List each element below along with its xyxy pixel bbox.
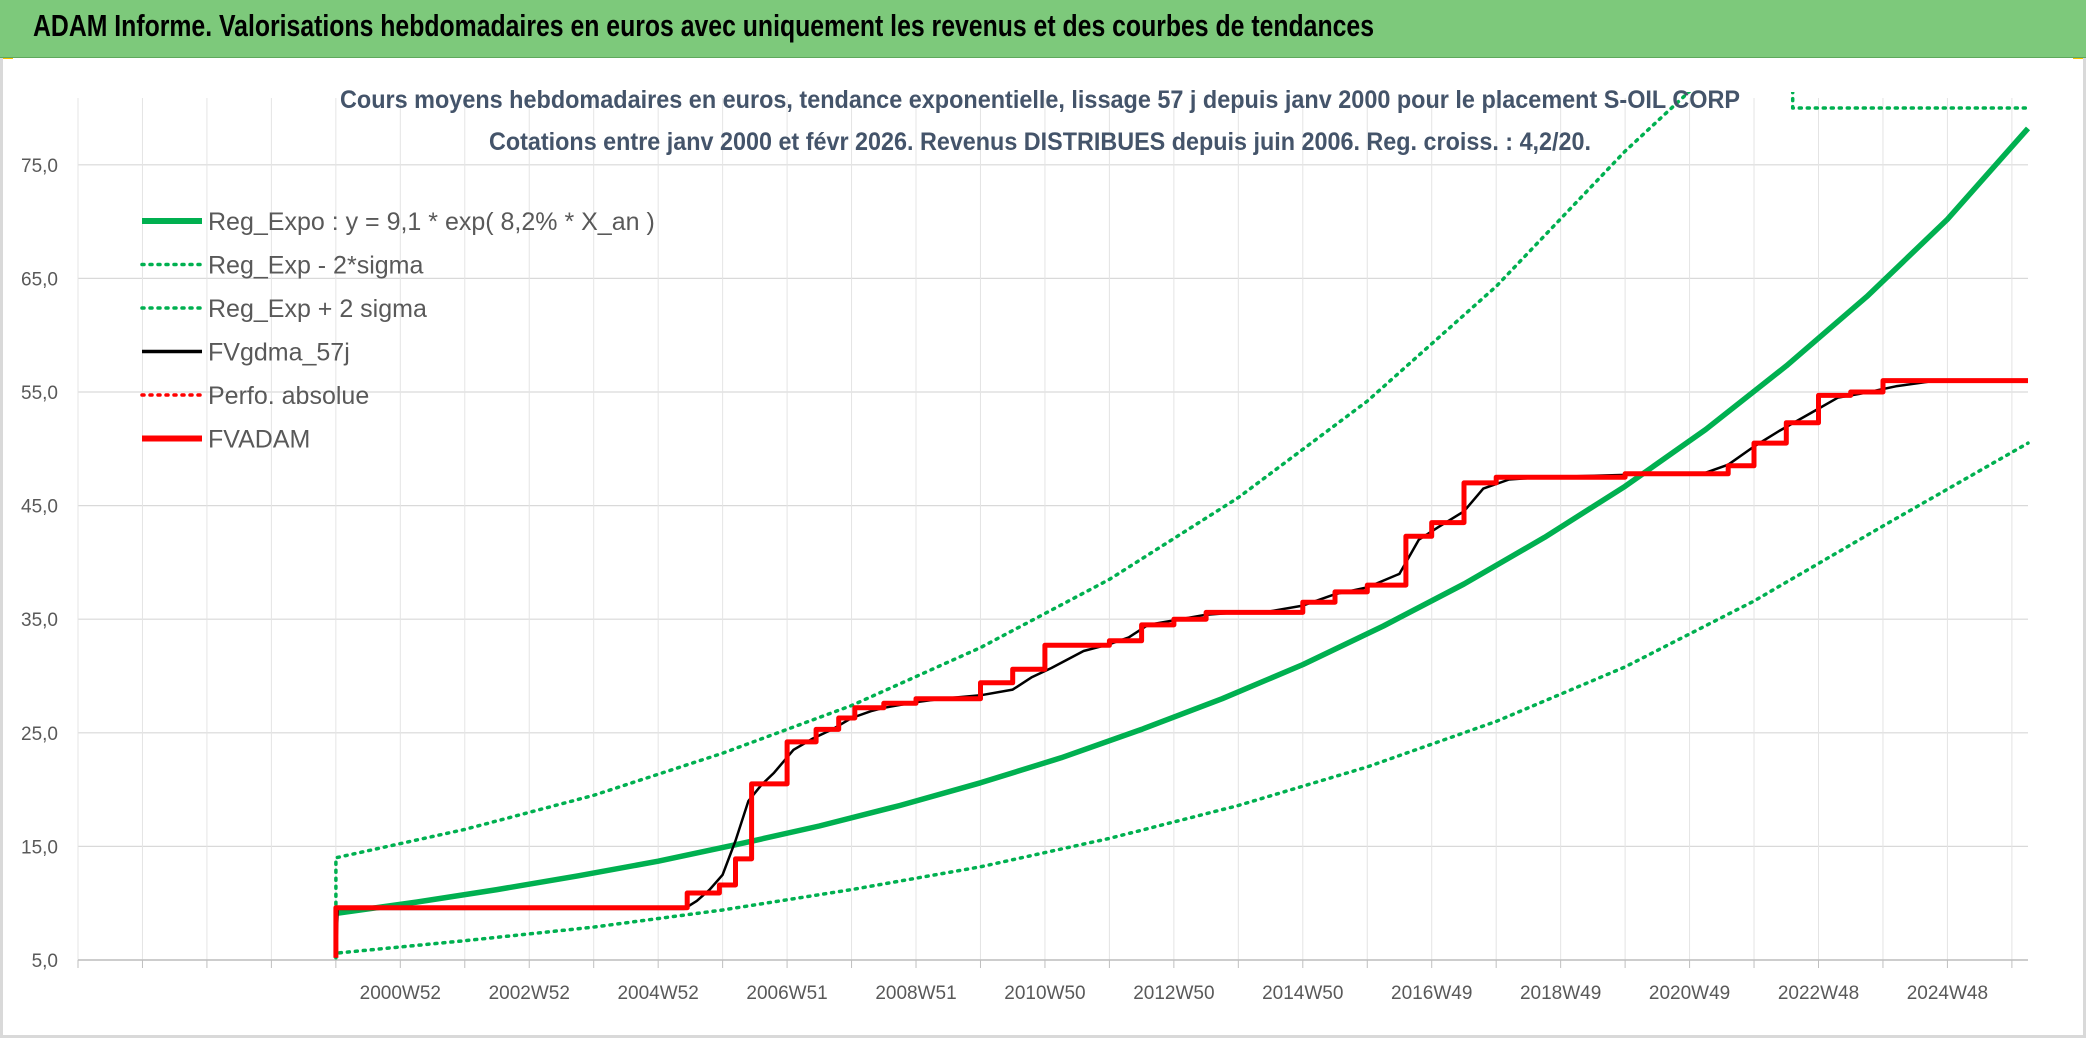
x-tick-label: 2020W49 [1649,983,1730,1004]
y-tick-label: 55,0 [21,383,58,404]
legend-label: Perfo. absolue [208,382,369,410]
series-line-1 [334,441,2030,960]
report-banner: ADAM Informe. Valorisations hebdomadaire… [0,0,2086,58]
y-tick-label: 45,0 [21,497,58,518]
x-tick-label: 2010W50 [1004,983,1085,1004]
series-line-3 [334,379,2029,958]
chart-title: Cours moyens hebdomadaires en euros, ten… [340,86,1740,114]
x-tick-label: 2006W51 [746,983,827,1004]
x-tick-label: 2004W52 [617,983,698,1004]
y-axis: 5,0 15,0 25,0 35,0 45,0 55,0 65,0 75,0 [21,156,58,972]
report-title: ADAM Informe. Valorisations hebdomadaire… [33,8,1374,43]
x-axis: 2000W52 2002W52 2004W52 2006W51 2008W51 2010W… [360,983,1988,1004]
x-tick-label: 2002W52 [489,983,570,1004]
x-tick-label: 2024W48 [1907,983,1988,1004]
y-tick-label: 15,0 [21,837,58,858]
y-tick-label: 5,0 [32,951,58,972]
x-tick-label: 2018W49 [1520,983,1601,1004]
y-tick-label: 25,0 [21,724,58,745]
x-tick-label: 2014W50 [1262,983,1343,1004]
x-tick-label: 2000W52 [360,983,441,1004]
y-tick-label: 35,0 [21,610,58,631]
legend-label: Reg_Expo : y = 9,1 * exp( 8,2% * X_an ) [208,208,655,236]
x-tick-label: 2012W50 [1133,983,1214,1004]
legend: Reg_Expo : y = 9,1 * exp( 8,2% * X_an ) R… [140,208,655,454]
x-tick-label: 2022W48 [1778,983,1859,1004]
legend-label: FVADAM [208,426,310,454]
legend-label: Reg_Exp + 2 sigma [208,295,427,323]
y-tick-label: 65,0 [21,269,58,290]
y-tick-label: 75,0 [21,156,58,177]
series-line-0 [335,126,2031,917]
series-line-5 [333,378,2028,958]
x-tick-label: 2016W49 [1391,983,1472,1004]
legend-label: FVgdma_57j [208,339,350,367]
chart-grid [77,98,2028,968]
chart-subtitle: Cotations entre janv 2000 et févr 2026. … [489,128,1591,156]
x-tick-label: 2008W51 [875,983,956,1004]
legend-label: Reg_Exp - 2*sigma [208,252,423,280]
chart-series-layer [333,92,2031,960]
